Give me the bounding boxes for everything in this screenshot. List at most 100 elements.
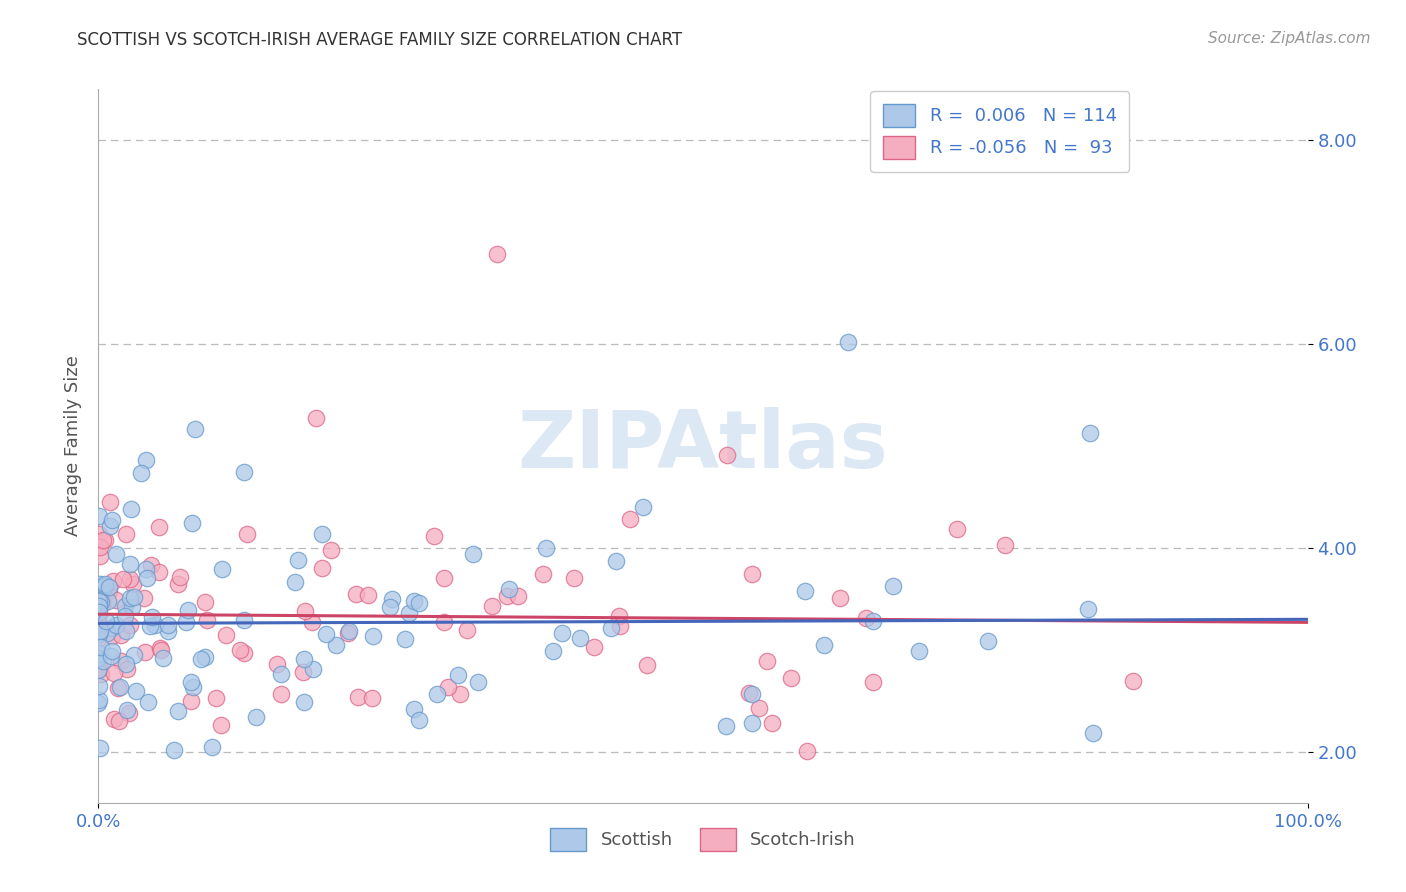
Point <box>114 599 136 613</box>
Point <box>141 610 163 624</box>
Point <box>908 644 931 658</box>
Point <box>456 623 478 637</box>
Point <box>361 629 384 643</box>
Point <box>89 549 111 563</box>
Point <box>461 547 484 561</box>
Text: SCOTTISH VS SCOTCH-IRISH AVERAGE FAMILY SIZE CORRELATION CHART: SCOTTISH VS SCOTCH-IRISH AVERAGE FAMILY … <box>77 31 682 49</box>
Point <box>311 526 333 541</box>
Point <box>100 621 122 635</box>
Point <box>550 625 572 640</box>
Point <box>211 562 233 576</box>
Point <box>232 465 254 479</box>
Point <box>97 594 120 608</box>
Point <box>398 606 420 620</box>
Point <box>87 526 110 541</box>
Point <box>89 509 111 524</box>
Point <box>211 718 233 732</box>
Point <box>426 687 449 701</box>
Point <box>1122 673 1144 688</box>
Point <box>215 628 238 642</box>
Point <box>122 577 145 591</box>
Point <box>105 547 128 561</box>
Point <box>190 652 212 666</box>
Point <box>495 589 517 603</box>
Point <box>110 654 132 668</box>
Point <box>89 541 111 555</box>
Point <box>120 502 142 516</box>
Point <box>305 411 328 425</box>
Point <box>148 520 170 534</box>
Point <box>361 691 384 706</box>
Point <box>813 638 835 652</box>
Point <box>120 573 142 587</box>
Point <box>882 578 904 592</box>
Point <box>91 654 114 668</box>
Point <box>404 702 426 716</box>
Point <box>344 587 367 601</box>
Point <box>105 618 128 632</box>
Point <box>437 680 460 694</box>
Point <box>1081 726 1104 740</box>
Point <box>481 599 503 613</box>
Point <box>108 680 131 694</box>
Point <box>157 624 180 639</box>
Point <box>607 608 630 623</box>
Point <box>619 512 641 526</box>
Point <box>139 558 162 572</box>
Text: ZIPAtlas: ZIPAtlas <box>517 407 889 485</box>
Point <box>87 594 110 608</box>
Point <box>90 666 112 681</box>
Point <box>96 614 118 628</box>
Point <box>506 590 529 604</box>
Point <box>180 675 202 690</box>
Point <box>163 743 186 757</box>
Point <box>89 646 111 660</box>
Point <box>347 690 370 704</box>
Point <box>837 334 859 349</box>
Point <box>101 513 124 527</box>
Point <box>120 557 142 571</box>
Point <box>357 589 380 603</box>
Point <box>101 574 124 589</box>
Point <box>112 572 135 586</box>
Text: Source: ZipAtlas.com: Source: ZipAtlas.com <box>1208 31 1371 46</box>
Point <box>292 652 315 666</box>
Point <box>301 615 323 630</box>
Point <box>748 701 770 715</box>
Point <box>91 533 114 547</box>
Point <box>531 566 554 581</box>
Point <box>87 663 110 677</box>
Point <box>402 593 425 607</box>
Point <box>114 624 136 639</box>
Point <box>284 575 307 590</box>
Point <box>94 533 117 547</box>
Point <box>115 657 138 672</box>
Point <box>132 591 155 605</box>
Point <box>976 634 998 648</box>
Point <box>100 629 122 643</box>
Point <box>236 527 259 541</box>
Point <box>149 640 172 655</box>
Point <box>195 613 218 627</box>
Point <box>467 674 489 689</box>
Point <box>90 640 112 654</box>
Point <box>562 570 585 584</box>
Point <box>319 543 342 558</box>
Point <box>631 500 654 515</box>
Point <box>167 704 190 718</box>
Point <box>139 618 162 632</box>
Point <box>716 449 738 463</box>
Point <box>794 809 817 823</box>
Point <box>486 246 509 260</box>
Y-axis label: Average Family Size: Average Family Size <box>63 356 82 536</box>
Point <box>994 538 1017 552</box>
Point <box>87 606 110 620</box>
Point <box>796 744 818 758</box>
Point <box>107 681 129 695</box>
Point <box>136 571 159 585</box>
Point <box>91 596 114 610</box>
Point <box>167 577 190 591</box>
Point <box>89 624 111 638</box>
Point <box>761 716 783 731</box>
Point <box>862 614 884 628</box>
